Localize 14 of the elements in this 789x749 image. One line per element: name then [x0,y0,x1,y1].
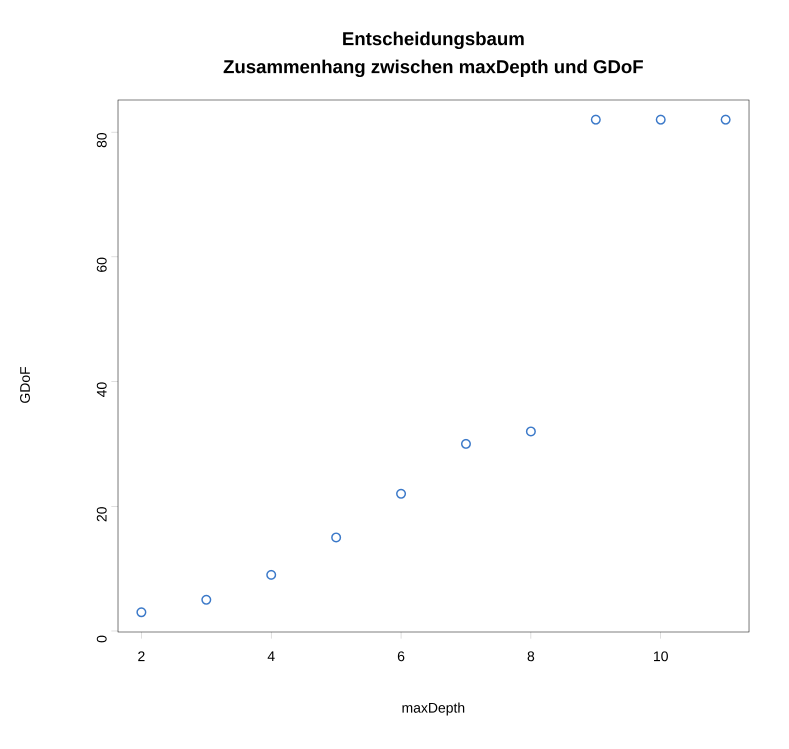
chart-title: Entscheidungsbaum [343,32,524,50]
y-axis-title: GDoF [20,366,30,403]
y-tick-label: 20 [96,507,107,522]
y-tick-label: 0 [96,636,107,642]
chart-subtitle: Zusammenhang zwischen maxDepth und GDoF [224,60,643,78]
x-tick-label: 2 [138,651,145,662]
y-tick-label: 80 [96,132,107,148]
x-tick-label: 8 [528,651,534,662]
y-tick-label: 60 [96,258,107,272]
x-tick-label: 6 [398,651,404,662]
x-tick-label: 10 [654,651,668,662]
x-axis-title: maxDepth [402,702,464,716]
y-tick-label: 40 [96,382,107,398]
x-tick-label: 4 [268,651,275,661]
